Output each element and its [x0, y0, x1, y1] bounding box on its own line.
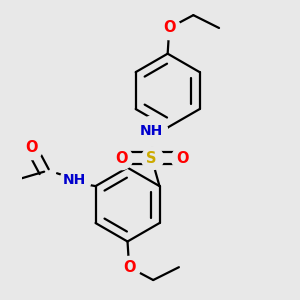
Text: NH: NH — [140, 124, 163, 138]
Text: O: O — [123, 260, 135, 275]
Text: O: O — [163, 20, 175, 35]
Text: O: O — [25, 140, 38, 155]
Text: NH: NH — [63, 173, 86, 187]
Text: O: O — [115, 151, 128, 166]
Text: O: O — [176, 151, 188, 166]
Text: S: S — [146, 151, 157, 166]
